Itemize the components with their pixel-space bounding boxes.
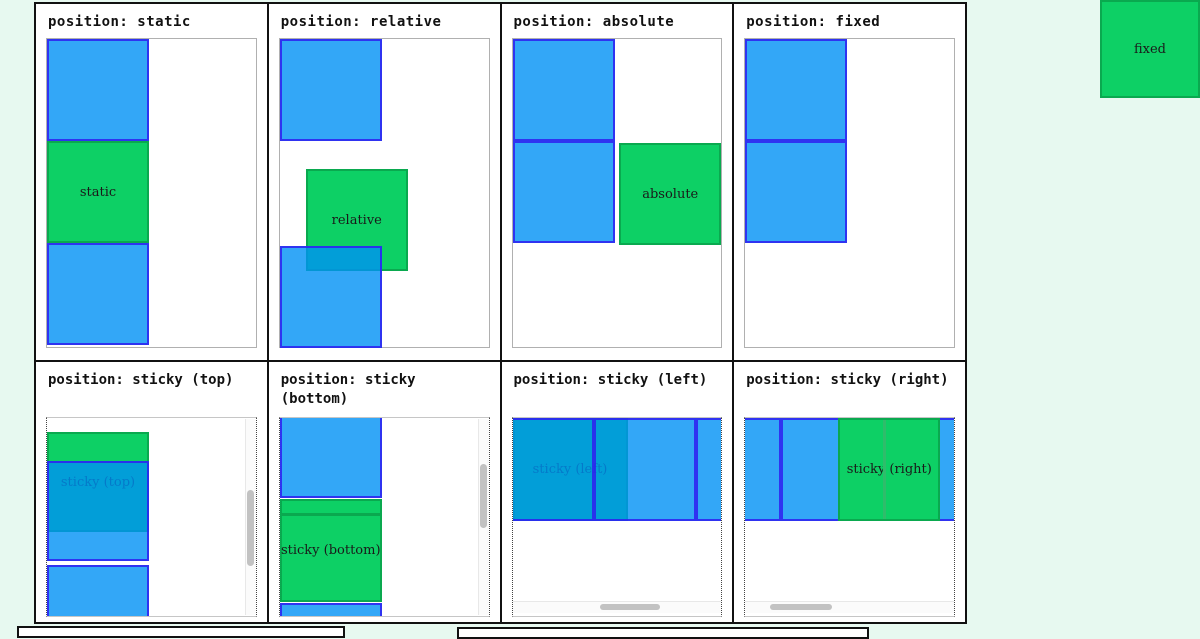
scroll-container-sticky-bottom[interactable]: sticky (bottom) (278, 417, 490, 617)
horizontal-scrollbar-track[interactable] (745, 601, 954, 613)
green-box-static: static (47, 141, 149, 243)
panel-position-sticky-right: position: sticky (right) sticky (right) (734, 362, 965, 622)
blue-box (695, 418, 722, 521)
blue-box (279, 246, 382, 348)
blue-box (512, 141, 615, 243)
scroll-container-sticky-top[interactable]: sticky (top) (46, 417, 257, 617)
cutoff-panel (17, 626, 345, 638)
box-label: absolute (642, 186, 699, 202)
blue-box (47, 461, 149, 561)
vertical-scrollbar-track[interactable] (477, 419, 489, 615)
demo-container-absolute: absolute (511, 38, 723, 348)
panel-position-sticky-left: position: sticky (left) sticky (left) (501, 362, 733, 622)
panel-title: position: relative (280, 14, 442, 30)
blue-box (47, 243, 149, 345)
demo-container-fixed (744, 38, 955, 348)
cutoff-panel (457, 627, 869, 639)
panel-position-sticky-top: position: sticky (top) sticky (top) (36, 362, 267, 622)
vertical-scrollbar-track[interactable] (244, 419, 256, 615)
green-box-absolute: absolute (619, 143, 722, 245)
green-box-fixed: fixed (1100, 0, 1200, 98)
blue-box (279, 418, 382, 498)
demo-container-static: static (46, 38, 257, 348)
vertical-scrollbar-thumb[interactable] (246, 490, 254, 566)
blue-box (745, 141, 848, 243)
panel-title: position: absolute (513, 14, 675, 30)
green-box-edge-line (281, 513, 380, 516)
panel-position-relative: position: relative relative (268, 4, 500, 360)
blue-box (279, 603, 382, 616)
blue-box (279, 39, 382, 141)
green-box-edge-line (883, 420, 887, 519)
panel-title: position: sticky (left) (513, 372, 708, 388)
blue-box (47, 39, 149, 141)
horizontal-scrollbar-thumb[interactable] (770, 604, 833, 610)
horizontal-scrollbar-track[interactable] (512, 601, 722, 613)
panel-title: position: sticky (top) (48, 372, 234, 388)
panel-position-static: position: static static (36, 4, 267, 360)
box-label: fixed (1133, 41, 1167, 57)
box-label: relative (331, 212, 382, 228)
vertical-scrollbar-thumb[interactable] (479, 464, 487, 528)
blue-box (512, 39, 615, 141)
blue-box (745, 418, 782, 521)
green-box-sticky-right: sticky (right) (838, 418, 941, 521)
blue-box (512, 418, 594, 521)
box-label: sticky (bottom) (280, 543, 381, 558)
scroll-container-sticky-right[interactable]: sticky (right) (744, 417, 955, 617)
demo-container-relative: relative (278, 38, 490, 348)
box-label: sticky (right) (846, 462, 932, 477)
panel-title: position: sticky (bottom) (280, 372, 416, 407)
scroll-container-sticky-left[interactable]: sticky (left) (511, 417, 723, 617)
panel-position-fixed: position: fixed (734, 4, 965, 360)
panel-title: position: static (48, 14, 191, 30)
panel-position-sticky-bottom: position: sticky (bottom) sticky (bottom… (268, 362, 500, 622)
blue-box (745, 39, 848, 141)
box-label: static (79, 184, 117, 200)
panel-title: position: fixed (746, 14, 881, 30)
panel-title: position: sticky (right) (746, 372, 949, 388)
green-box-sticky-bottom: sticky (bottom) (279, 499, 382, 602)
blue-box (593, 418, 696, 521)
horizontal-scrollbar-thumb[interactable] (599, 604, 660, 610)
panel-position-absolute: position: absolute absolute (501, 4, 733, 360)
panels-grid: position: static static position: relati… (34, 2, 967, 624)
blue-box (47, 565, 149, 616)
